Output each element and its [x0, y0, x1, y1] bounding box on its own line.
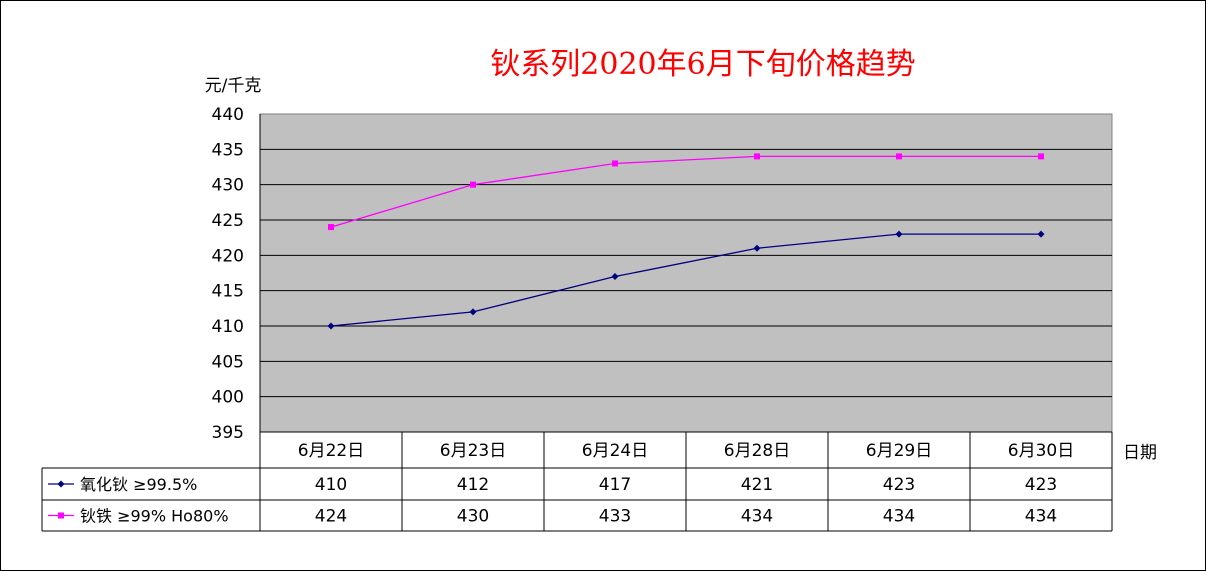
data-point	[327, 322, 335, 330]
plot-background	[259, 113, 1113, 433]
x-tick-label: 6月22日	[298, 441, 364, 461]
chart-title: 钬系列2020年6月下旬价格趋势	[490, 47, 915, 82]
legend-label: 钬铁 ≥99% Ho80%	[80, 507, 229, 526]
y-tick-label: 420	[212, 246, 244, 266]
y-tick-label: 430	[212, 176, 244, 196]
x-tick-label: 6月24日	[582, 441, 648, 461]
series-line	[330, 155, 1041, 228]
data-label: 412	[457, 475, 489, 495]
data-point	[896, 153, 902, 160]
data-label: 410	[315, 475, 347, 495]
x-tick-label: 6月29日	[866, 441, 932, 461]
y-tick-label: 425	[212, 211, 244, 231]
x-tick-label: 6月30日	[1008, 441, 1074, 461]
data-point	[469, 308, 477, 316]
y-tick-label: 415	[212, 282, 244, 302]
legend-key-marker	[58, 512, 64, 519]
plot-area	[259, 113, 1113, 433]
y-tick-label: 435	[212, 140, 244, 160]
x-tick-label: 6月28日	[724, 441, 790, 461]
data-label: 423	[883, 475, 915, 495]
data-point	[754, 153, 760, 160]
data-label: 423	[1025, 475, 1057, 495]
data-point	[611, 273, 619, 281]
data-label: 434	[741, 507, 773, 527]
y-tick-label: 410	[212, 317, 244, 337]
data-label: 424	[315, 507, 347, 527]
data-point	[328, 224, 334, 231]
data-label: 433	[599, 507, 631, 527]
y-axis: 440 435 430 425 420 415 410 405 400 395	[212, 105, 244, 443]
data-point	[895, 230, 903, 238]
data-label: 434	[1025, 507, 1057, 527]
series-line	[330, 233, 1041, 327]
legend-label: 氧化钬 ≥99.5%	[80, 475, 197, 494]
data-point	[612, 160, 618, 167]
y-tick-label: 400	[212, 388, 244, 408]
data-point	[470, 181, 476, 188]
data-point	[1038, 153, 1044, 160]
x-axis-label: 日期	[1123, 443, 1157, 463]
data-label: 421	[741, 475, 773, 495]
legend-key-marker	[57, 480, 65, 488]
data-label: 434	[883, 507, 915, 527]
y-tick-label: 440	[212, 105, 244, 125]
y-tick-label: 395	[212, 423, 244, 443]
y-tick-label: 405	[212, 352, 244, 372]
data-label: 417	[599, 475, 631, 495]
y-axis-label: 元/千克	[205, 76, 262, 96]
data-point	[753, 244, 761, 252]
data-point	[1037, 230, 1045, 238]
data-label: 430	[457, 507, 489, 527]
x-tick-label: 6月23日	[440, 441, 506, 461]
